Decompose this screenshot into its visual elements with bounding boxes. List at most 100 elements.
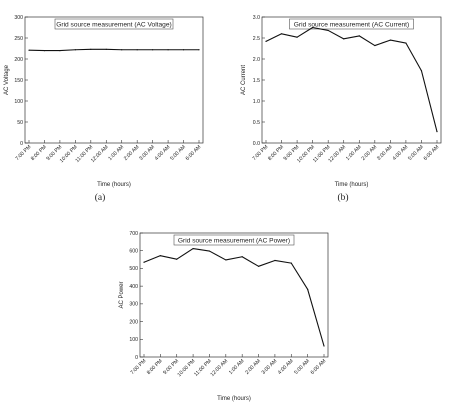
y-tick-label: 250: [14, 36, 23, 42]
x-tick-label: 4:00 AM: [277, 358, 295, 376]
chart-ac-voltage: Grid source measurement (AC Voltage) 0 50 1…: [4, 15, 204, 203]
y-axis-label: AC Current: [241, 65, 247, 95]
data-point: [105, 48, 107, 50]
y-tick-label: 300: [14, 15, 23, 21]
series-line: [143, 248, 325, 347]
data-point: [136, 49, 138, 51]
data-point: [327, 29, 329, 32]
x-tick-label: 5:00 AM: [169, 144, 187, 162]
y-tick-label: 0.0: [253, 141, 260, 147]
plot-area-current: Grid source measurement (AC Current) 0.0 0…: [241, 15, 442, 188]
y-tick-label: 50: [17, 120, 23, 126]
x-tick-label: 7:00 PM: [252, 144, 270, 162]
data-point: [323, 345, 325, 347]
y-tick-label: 1.0: [253, 99, 260, 105]
data-point: [43, 50, 46, 52]
chart-title: Grid source measurement (AC Current): [294, 21, 409, 28]
data-point: [436, 131, 438, 133]
data-point: [74, 49, 76, 51]
chart-ac-power: Grid source measurement (AC Power) 0 100 20…: [119, 231, 329, 402]
y-axis-label: AC Voltage: [4, 64, 10, 95]
chart-title: Grid source measurement (AC Power): [178, 237, 290, 244]
y-tick-label: 0: [20, 141, 23, 147]
data-point: [265, 40, 267, 42]
series-line: [28, 48, 199, 52]
plot-area-voltage: Grid source measurement (AC Voltage) 0 50 1…: [4, 15, 204, 188]
y-tick-label: 0: [135, 355, 138, 361]
x-tick-label: 4:00 AM: [154, 144, 172, 162]
y-tick-label: 200: [14, 57, 23, 63]
data-point: [358, 35, 360, 37]
y-tick-label: 2.5: [253, 36, 260, 42]
data-point: [296, 36, 298, 38]
y-tick-label: 100: [129, 337, 138, 343]
data-point: [208, 250, 211, 252]
x-axis-label: Time (hours): [97, 182, 131, 188]
x-tick-label: 8:00 PM: [267, 144, 285, 162]
data-point: [389, 39, 391, 41]
x-tick-label: 7:00 PM: [15, 144, 33, 162]
x-tick-label: 6:00 AM: [185, 144, 203, 162]
y-tick-label: 300: [129, 302, 138, 308]
plot-area-power: Grid source measurement (AC Power) 0 100 20…: [119, 231, 329, 402]
x-axis-label: Time (hours): [335, 182, 369, 188]
x-tick-label: 8:00 PM: [146, 358, 164, 376]
data-point: [192, 247, 194, 250]
y-tick-label: 600: [129, 249, 138, 255]
figure-caption: (b): [337, 192, 348, 203]
data-point: [225, 259, 227, 261]
y-tick-label: 1.5: [253, 78, 260, 84]
data-point: [374, 44, 376, 47]
x-tick-label: 7:00 PM: [130, 358, 148, 376]
x-tick-label: 1:00 AM: [345, 144, 363, 162]
data-point: [143, 261, 145, 263]
x-tick-label: 6:00 AM: [423, 144, 441, 162]
data-point: [420, 70, 423, 72]
x-tick-label: 12:00 AM: [327, 144, 347, 164]
x-tick-label: 3:00 AM: [138, 144, 156, 162]
data-point: [280, 33, 283, 35]
chart-ac-current: Grid source measurement (AC Current) 0.0 0…: [241, 15, 442, 203]
x-tick-label: 3:00 AM: [261, 358, 279, 376]
chart-title: Grid source measurement (AC Voltage): [56, 21, 171, 28]
data-point: [167, 49, 169, 51]
plot-frame: [24, 16, 204, 144]
data-point: [121, 49, 123, 51]
y-tick-label: 3.0: [253, 15, 260, 21]
y-axis-label: AC Power: [119, 281, 125, 308]
x-tick-label: 5:00 AM: [407, 144, 425, 162]
chart-title-box: [289, 18, 414, 30]
data-point: [290, 262, 292, 264]
data-point: [312, 26, 314, 29]
data-point: [343, 38, 345, 40]
y-tick-label: 0.5: [253, 120, 260, 126]
y-tick-label: 150: [14, 78, 23, 84]
x-tick-label: 8:00 PM: [30, 144, 48, 162]
x-tick-label: 12:00 AM: [209, 358, 229, 378]
x-tick-label: 2:00 AM: [361, 144, 379, 162]
y-tick-label: 400: [129, 284, 138, 290]
data-point: [257, 265, 260, 267]
data-point: [182, 49, 185, 51]
y-tick-label: 700: [129, 231, 138, 237]
x-axis-label: Time (hours): [217, 396, 251, 402]
figure-caption: (a): [95, 192, 106, 203]
data-point: [159, 255, 161, 257]
data-point: [198, 49, 200, 51]
x-tick-label: 3:00 AM: [376, 144, 394, 162]
data-point: [405, 42, 407, 44]
data-point: [274, 259, 276, 262]
x-tick-label: 5:00 AM: [293, 358, 311, 376]
x-tick-label: 2:00 AM: [123, 144, 141, 162]
y-tick-label: 100: [14, 99, 23, 105]
y-tick-label: 200: [129, 319, 138, 325]
data-point: [307, 288, 309, 290]
chart-title-box: [54, 18, 174, 30]
x-tick-label: 1:00 AM: [107, 144, 125, 162]
data-point: [176, 258, 178, 260]
x-tick-label: 4:00 AM: [392, 144, 410, 162]
data-point: [90, 48, 92, 50]
x-tick-label: 2:00 AM: [244, 358, 262, 376]
y-tick-label: 500: [129, 266, 138, 272]
chart-title-box: [173, 234, 295, 246]
